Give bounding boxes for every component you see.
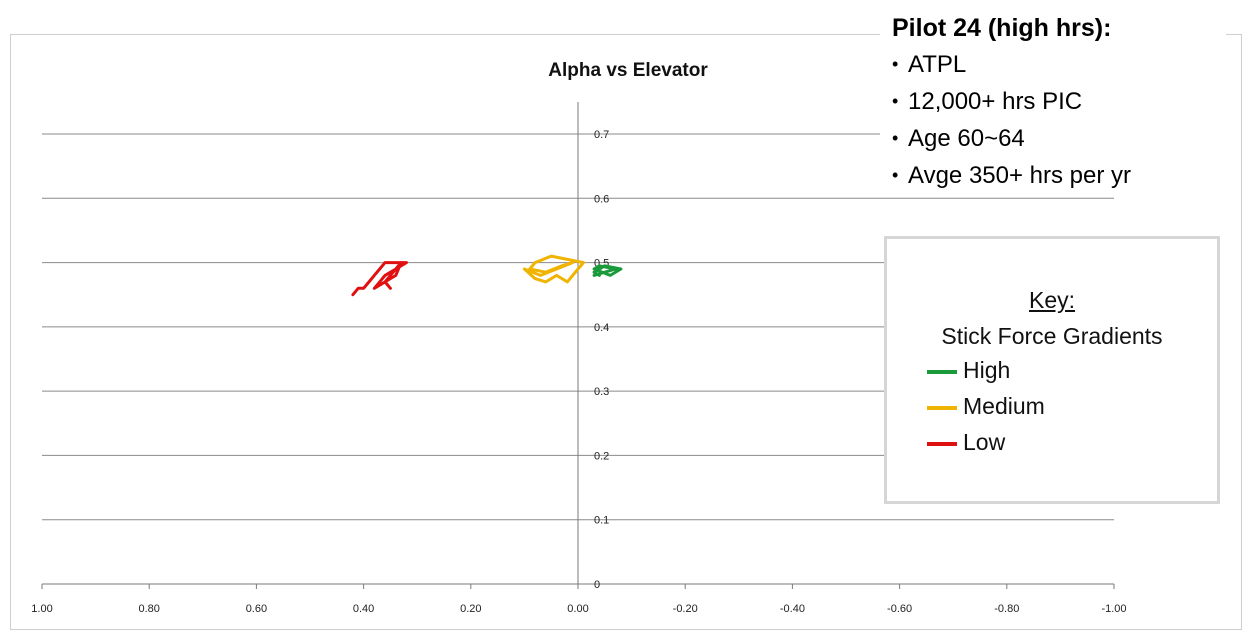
pilot-info-box: Pilot 24 (high hrs): • ATPL • 12,000+ hrs … — [880, 4, 1226, 196]
legend-swatch-low — [927, 442, 957, 446]
x-tick-label: 0.60 — [246, 603, 267, 615]
pilot-info-line: • 12,000+ hrs PIC — [892, 83, 1216, 120]
x-tick-label: 1.00 — [31, 603, 52, 615]
bullet-icon: • — [892, 165, 899, 185]
y-tick-label: 0.6 — [594, 193, 609, 205]
pilot-info-line: • ATPL — [892, 46, 1216, 83]
series-line-medium — [522, 254, 585, 284]
legend-label: Medium — [963, 393, 1045, 419]
legend-label: Low — [963, 429, 1006, 455]
x-tick-label: 0.40 — [353, 603, 374, 615]
pilot-info-title: Pilot 24 (high hrs): — [892, 14, 1112, 42]
pilot-info-text: ATPL — [908, 51, 967, 78]
x-tick-label: -0.60 — [887, 603, 912, 615]
pilot-info-text: Age 60~64 — [908, 125, 1025, 152]
x-tick-label: -0.20 — [673, 603, 698, 615]
x-tick-label: -1.00 — [1101, 603, 1126, 615]
legend-swatch-medium — [927, 406, 957, 410]
x-tick-label: 0.20 — [460, 603, 481, 615]
tick-labels: 1.00 0.80 0.60 0.40 0.20 0.00 -0.20 -0.40 -0.60-… — [31, 129, 1126, 615]
legend-title: Key: — [1028, 287, 1076, 313]
series-lines — [351, 254, 623, 297]
bullet-icon: • — [892, 54, 899, 74]
chart-title: Alpha vs Elevator — [548, 60, 708, 81]
legend-key-box: Key: Stick Force Gradients High Medium L… — [884, 236, 1220, 504]
pilot-info-text: 12,000+ hrs PIC — [908, 88, 1083, 115]
legend-swatch-high — [927, 370, 957, 374]
y-tick-label: 0.3 — [594, 386, 609, 398]
x-tick-label: -0.40 — [780, 603, 805, 615]
y-tick-label: 0.2 — [594, 450, 609, 462]
pilot-info-text: Avge 350+ hrs per yr — [908, 162, 1132, 189]
bullet-icon: • — [892, 91, 899, 111]
x-tick-label: 0.00 — [567, 603, 588, 615]
legend-subtitle: Stick Force Gradients — [941, 323, 1163, 349]
bullet-icon: • — [892, 128, 899, 148]
y-tick-label: 0.7 — [594, 129, 609, 141]
series-line-low — [351, 261, 408, 297]
series-line-high — [592, 264, 623, 277]
axes — [41, 102, 1115, 589]
y-tick-label: 0 — [594, 579, 600, 591]
x-tick-label: -0.80 — [994, 603, 1019, 615]
pilot-info-line: • Age 60~64 — [892, 120, 1216, 157]
y-tick-label: 0.1 — [594, 515, 609, 527]
legend-label: High — [963, 357, 1011, 383]
x-tick-label: 0.80 — [138, 603, 159, 615]
pilot-info-line: • Avge 350+ hrs per yr — [892, 157, 1216, 194]
y-tick-label: 0.4 — [594, 322, 609, 334]
